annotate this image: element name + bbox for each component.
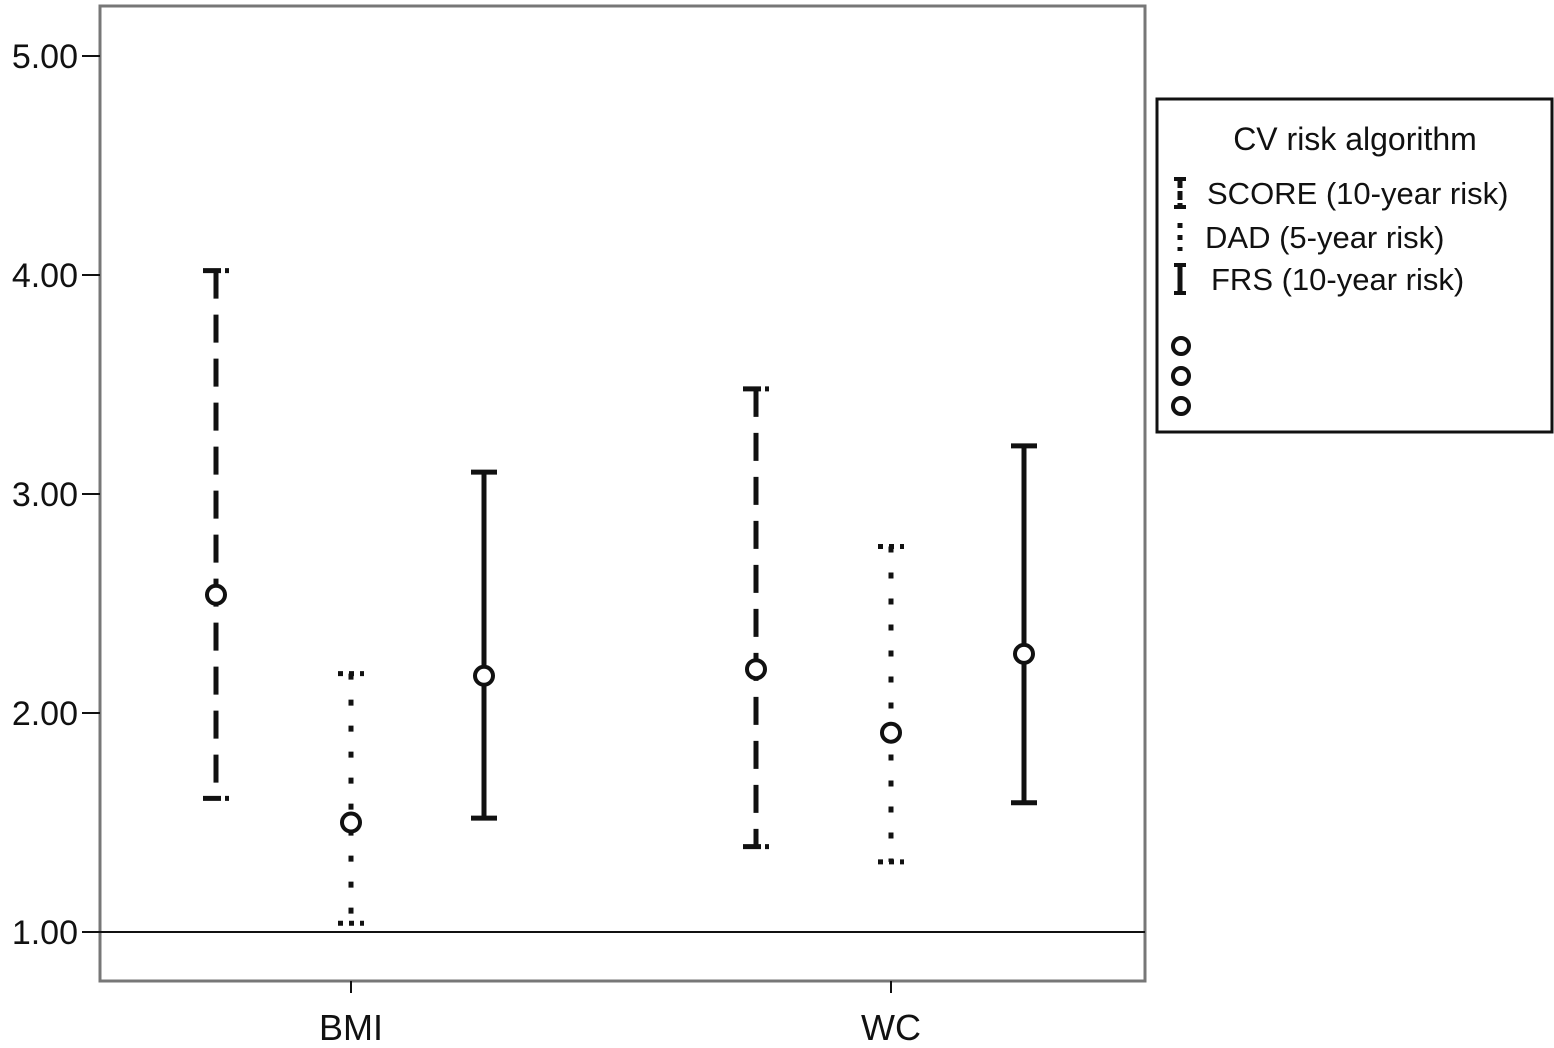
legend-marker-symbol [1171,396,1191,416]
error-bar [878,544,904,865]
error-bar [471,469,497,821]
y-tick-label: 5.00 [12,38,78,76]
legend-marker-symbol [1171,366,1191,386]
error-bar-marks [203,268,1037,926]
x-axis: BMI WC [319,981,921,1048]
legend-label: SCORE (10-year risk) [1207,176,1508,211]
y-tick-label: 4.00 [12,257,78,295]
legend-item: DAD (5-year risk) [1177,220,1444,255]
legend-box [1155,97,1554,434]
point-estimate-marker [340,811,362,834]
error-bar [743,386,769,850]
legend-item: SCORE (10-year risk) [1174,176,1508,211]
legend-title: CV risk algorithm [1233,121,1477,157]
point-estimate-marker [205,583,227,606]
error-bar [338,671,364,926]
point-estimate-marker [880,721,902,744]
legend: CV risk algorithm SCORE (10-year risk) DA… [1155,97,1554,434]
legend-items: SCORE (10-year risk) DAD (5-year risk) FRS… [1171,176,1508,416]
plot-frame [98,4,1147,983]
legend-marker-symbol [1171,336,1191,356]
point-estimate-marker [1013,642,1035,665]
legend-label: FRS (10-year risk) [1211,262,1464,297]
legend-label: DAD (5-year risk) [1205,220,1444,255]
error-bar [203,268,229,801]
x-category-label: BMI [319,1007,383,1048]
point-estimate-marker [473,664,495,687]
y-axis: 1.00 2.00 3.00 4.00 5.00 [12,38,100,952]
x-category-label: WC [861,1007,921,1048]
y-tick-label: 1.00 [12,914,78,952]
y-tick-label: 3.00 [12,476,78,514]
legend-item: FRS (10-year risk) [1174,262,1464,297]
y-tick-label: 2.00 [12,695,78,733]
point-estimate-marker [745,658,767,681]
error-bar [1011,443,1037,806]
